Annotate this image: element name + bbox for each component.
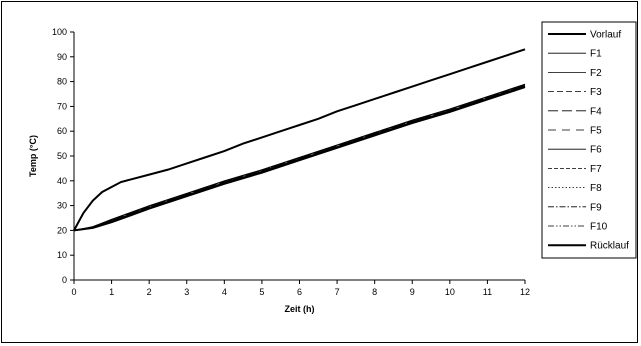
x-tick-label: 7 — [335, 287, 340, 297]
y-tick-label: 20 — [57, 225, 67, 235]
series-lines — [73, 48, 526, 232]
series-line-vorlauf — [73, 48, 526, 231]
series-line-f1 — [73, 83, 526, 231]
y-tick-label: 100 — [52, 27, 67, 37]
legend-label: F1 — [590, 49, 602, 60]
legend-label: F5 — [590, 126, 602, 137]
legend-label: Vorlauf — [590, 30, 621, 41]
legend-label: F2 — [590, 68, 602, 79]
series-line-f2 — [73, 84, 526, 231]
x-tick-label: 6 — [297, 287, 302, 297]
y-tick-label: 80 — [57, 77, 67, 87]
x-tick-label: 4 — [222, 287, 227, 297]
legend-label: F9 — [590, 202, 602, 213]
y-tick-label: 30 — [57, 201, 67, 211]
x-tick-label: 9 — [410, 287, 415, 297]
axes — [70, 31, 526, 284]
legend-label: F10 — [590, 222, 608, 233]
y-axis-label: Temp (°C) — [28, 135, 38, 177]
y-tick-label: 50 — [57, 151, 67, 161]
y-tick-label: 40 — [57, 176, 67, 186]
y-tick-label: 70 — [57, 101, 67, 111]
legend-label: Rücklauf — [590, 241, 629, 252]
legend-box — [541, 21, 637, 259]
y-tick-label: 90 — [57, 52, 67, 62]
x-tick-label: 8 — [372, 287, 377, 297]
legend-label: F6 — [590, 145, 602, 156]
legend-label: F3 — [590, 87, 602, 98]
y-tick-label: 10 — [57, 250, 67, 260]
x-tick-label: 2 — [147, 287, 152, 297]
x-tick-label: 10 — [445, 287, 455, 297]
series-line-r-cklauf — [73, 86, 526, 232]
x-tick-label: 12 — [520, 287, 530, 297]
legend-label: F7 — [590, 164, 602, 175]
legend-label: F4 — [590, 106, 602, 117]
x-tick-label: 1 — [109, 287, 114, 297]
x-axis-label: Zeit (h) — [285, 304, 315, 314]
y-tick-label: 60 — [57, 126, 67, 136]
x-tick-label: 3 — [184, 287, 189, 297]
legend: Vorlauf F1 F2 F3 F4 F5 F6 F7 F8 F9 F10 Rücklauf — [541, 21, 637, 259]
x-tick-label: 11 — [483, 287, 492, 297]
x-tick-label: 5 — [259, 287, 264, 297]
y-tick-label: 0 — [62, 275, 67, 285]
legend-label: F8 — [590, 183, 602, 194]
x-tick-label: 0 — [71, 287, 76, 297]
